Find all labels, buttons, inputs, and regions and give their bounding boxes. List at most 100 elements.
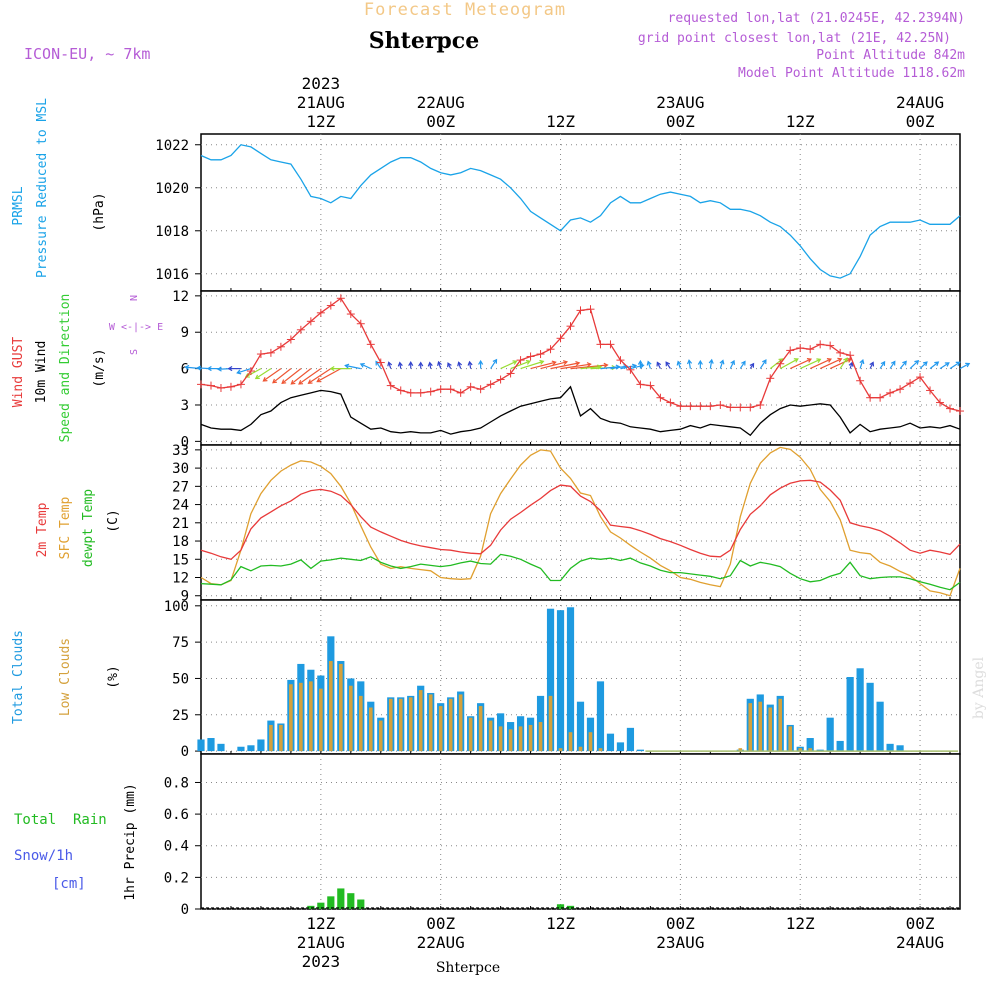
low-cloud-bar xyxy=(598,748,603,752)
y-tick-label: 0 xyxy=(181,434,189,450)
panel-0: 1016 1018 1020 1022 xyxy=(155,133,961,292)
wind-arrow xyxy=(510,360,531,370)
time-label: 00Z xyxy=(426,112,455,131)
time-label: 00Z xyxy=(666,112,695,131)
wind-arrow xyxy=(298,368,322,385)
wind-arrow-head xyxy=(902,360,907,366)
low-cloud-bar xyxy=(508,729,513,752)
wind-arrow-head xyxy=(697,359,703,365)
total-cloud-bar xyxy=(217,743,225,752)
low-cloud-bar xyxy=(339,663,343,752)
y-tick-label: 18 xyxy=(172,534,189,550)
wind-arrow-head xyxy=(676,360,682,366)
y-tick-label: 33 xyxy=(172,443,189,459)
wind-arrow xyxy=(949,361,961,370)
chart-title: Forecast Meteogram xyxy=(364,0,566,20)
y-tick-label: 24 xyxy=(172,498,189,514)
wind-arrow-head xyxy=(955,361,961,367)
wind-arrow xyxy=(909,360,919,370)
wind-arrow xyxy=(899,361,907,369)
wind-arrow xyxy=(759,359,767,369)
low-cloud-bar xyxy=(378,720,383,752)
wind-arrow-head xyxy=(848,361,854,367)
total-cloud-bar xyxy=(257,739,265,752)
model-label: ICON-EU, ~ 7km xyxy=(24,45,150,63)
wind-arrow xyxy=(819,358,842,370)
low-cloud-bar xyxy=(748,703,753,752)
low-cloud-bar xyxy=(438,706,443,752)
y-tick-label: 12 xyxy=(172,289,189,305)
wind-arrow xyxy=(437,361,442,369)
dewpt-label: dewpt Temp xyxy=(81,489,96,567)
panel-2: 9 12 15 18 21 24 27 30 33 xyxy=(172,443,961,605)
wind-arrow xyxy=(316,368,342,383)
y-tick-label: 30 xyxy=(172,461,189,477)
cloud-unit-label: (%) xyxy=(106,665,121,688)
rain-bar xyxy=(307,905,315,909)
panel-frame xyxy=(200,133,961,292)
wind-arrow-head xyxy=(408,361,414,366)
rain-bar xyxy=(327,896,335,909)
y-tick-label: 100 xyxy=(164,599,189,615)
total-cloud-bar xyxy=(876,701,884,752)
low-cloud-bar xyxy=(778,698,783,752)
wind-arrow-head xyxy=(184,364,190,370)
total-cloud-bar xyxy=(636,749,645,752)
wind-arrow-head xyxy=(329,366,335,372)
y-tick-label: 9 xyxy=(181,325,189,341)
wind-arrow xyxy=(719,360,724,369)
time-label: 21AUG xyxy=(297,933,345,952)
wind-arrow xyxy=(677,361,681,369)
wind-arrow-head xyxy=(762,359,767,365)
low-cloud-bar xyxy=(558,748,563,752)
wind-arrow xyxy=(308,368,332,384)
compass-we: W <-|-> E xyxy=(109,322,163,333)
time-label: 12Z xyxy=(306,112,335,131)
total-cloud-bar xyxy=(556,610,565,752)
y-tick-label: 15 xyxy=(172,552,189,568)
wind-arrow xyxy=(600,366,620,370)
wind-arrow xyxy=(237,368,252,374)
low-cloud-bar xyxy=(528,724,533,752)
y-tick-label: 21 xyxy=(172,516,189,532)
time-label: 00Z xyxy=(666,914,695,933)
wind-arrow xyxy=(580,366,601,370)
low-clouds-label: Low Clouds xyxy=(58,638,73,716)
compass-icon: N W <-|-> E S xyxy=(109,295,163,355)
prmsl-desc-label: Pressure Reduced to MSL xyxy=(35,98,50,278)
wind-arrow xyxy=(709,359,713,369)
y-tick-label: 0.6 xyxy=(164,807,189,823)
wind-arrow-head xyxy=(562,360,569,366)
wind-arrow-head xyxy=(512,360,518,365)
wind-arrow xyxy=(550,362,580,370)
low-cloud-bar xyxy=(309,681,313,752)
y-tick-label: 1018 xyxy=(155,224,189,240)
wind-arrow xyxy=(560,363,591,370)
point-altitude: Point Altitude 842m xyxy=(816,48,965,63)
prmsl-label: PRMSL xyxy=(11,186,26,225)
wind-arrow-head xyxy=(418,361,424,367)
wind-arrow xyxy=(739,361,746,369)
wind-arrow-head xyxy=(196,365,202,371)
y-tick-label: 27 xyxy=(172,479,189,495)
wind-arrow-head xyxy=(730,359,735,365)
low-cloud-bar xyxy=(758,701,763,752)
wind-arrow-head xyxy=(216,366,222,372)
wind-arrow xyxy=(520,360,544,370)
time-label: 00Z xyxy=(426,914,455,933)
time-label: 2023 xyxy=(302,74,341,93)
time-label: 12Z xyxy=(306,914,335,933)
y-tick-label: 0.2 xyxy=(164,870,189,886)
low-cloud-bar xyxy=(388,698,393,752)
requested-coords: requested lon,lat (21.0245E, 42.2394N) xyxy=(668,11,965,26)
wind-arrow xyxy=(630,364,644,370)
wind-arrow xyxy=(799,358,821,370)
low-cloud-bar xyxy=(498,726,503,752)
wind-arrow-head xyxy=(206,366,212,372)
precip-unit-label: 1hr Precip (mm) xyxy=(123,783,138,900)
low-cloud-bar xyxy=(398,698,403,752)
y-tick-label: 0 xyxy=(181,744,189,760)
y-tick-label: 0 xyxy=(181,902,189,918)
total-cloud-bar xyxy=(616,742,625,752)
wind-arrow-head xyxy=(859,358,865,365)
